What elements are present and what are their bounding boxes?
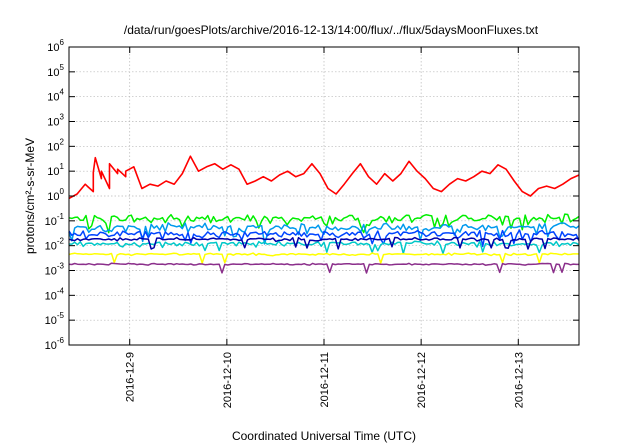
x-tick-label: 2016-12-13 xyxy=(513,352,525,408)
y-axis-label: protons/cm²-s-sr-MeV xyxy=(23,138,37,254)
y-tick-label: 10-3 xyxy=(45,262,65,278)
y-tick-label: 101 xyxy=(47,162,64,178)
y-tick-label: 102 xyxy=(47,137,64,153)
x-tick-label: 2016-12-9 xyxy=(125,352,137,402)
series-line-6 xyxy=(68,252,580,264)
series-lines xyxy=(68,155,580,274)
series-line-7 xyxy=(68,262,579,274)
series-line-2 xyxy=(68,222,580,245)
y-tick-label: 100 xyxy=(47,187,64,203)
x-axis-label: Coordinated Universal Time (UTC) xyxy=(232,429,416,443)
series-line-5 xyxy=(68,236,580,250)
x-tick-label: 2016-12-12 xyxy=(416,352,428,408)
y-tick-label: 10-2 xyxy=(45,237,65,253)
y-tick-label: 106 xyxy=(47,38,64,54)
x-tick-label: 2016-12-10 xyxy=(222,352,234,408)
y-tick-label: 105 xyxy=(47,63,64,79)
y-tick-label: 10-4 xyxy=(45,286,65,302)
series-line-3 xyxy=(68,229,580,248)
series-line-1 xyxy=(68,213,580,234)
y-tick-label: 103 xyxy=(47,113,64,129)
x-tick-label: 2016-12-11 xyxy=(319,352,331,407)
y-tick-label: 10-1 xyxy=(45,212,65,228)
y-axis: 10-6 10-5 10-4 10-3 10-2 10-1 100 101 102 103 104 1… xyxy=(45,38,579,352)
gridlines xyxy=(69,47,579,345)
chart-title: /data/run/goesPlots/archive/2016-12-13/1… xyxy=(124,23,539,37)
y-tick-label: 10-6 xyxy=(45,336,65,352)
y-tick-label: 10-5 xyxy=(45,311,65,327)
y-tick-label: 104 xyxy=(47,88,64,104)
series-line-0 xyxy=(68,155,580,200)
x-axis: 2016-12-9 2016-12-10 2016-12-11 2016-12-12 2… xyxy=(125,47,525,408)
